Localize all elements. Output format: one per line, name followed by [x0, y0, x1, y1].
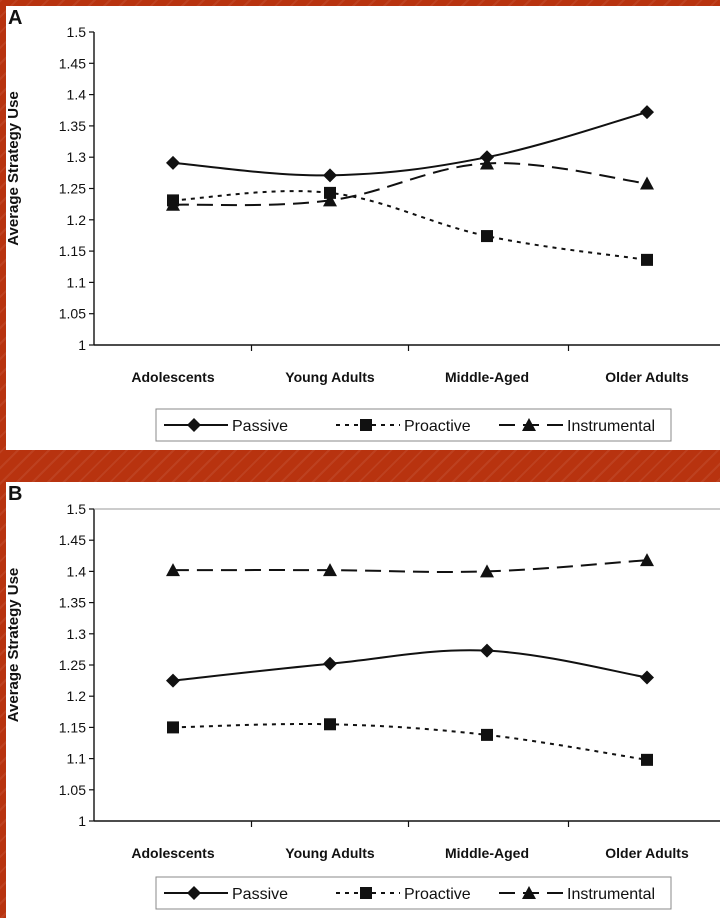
- chart-a-legend-label-passive: Passive: [232, 418, 288, 435]
- chart-b-y-tick-label: 1.35: [59, 595, 86, 611]
- chart-a-y-tick-label: 1.15: [59, 243, 86, 259]
- chart-a-panel-letter: A: [8, 7, 22, 29]
- chart-a-series-line-passive: [172, 111, 648, 177]
- chart-b-point-proactive: [641, 753, 653, 766]
- chart-a-y-tick-label: 1.05: [59, 306, 86, 322]
- chart-b-svg: B Average Strategy Use 1.5 1.45 1.4 1.35 1.3 1.…: [6, 483, 720, 910]
- chart-b-y-tick-label: 1.25: [59, 657, 86, 673]
- chart-b-y-tick-label: 1.45: [59, 532, 86, 548]
- chart-b-panel-letter: B: [8, 483, 22, 505]
- chart-b-x-tick-label: Young Adults: [285, 845, 375, 861]
- chart-a-legend-label-proactive: Proactive: [404, 418, 471, 435]
- chart-b-y-tick-label: 1.1: [67, 751, 87, 767]
- chart-b-legend-label-proactive: Proactive: [404, 886, 471, 903]
- chart-a-legend-label-instrumental: Instrumental: [567, 418, 655, 435]
- chart-b-y-tick-label: 1.05: [59, 782, 86, 798]
- chart-a-y-tick-label: 1.5: [67, 24, 87, 40]
- chart-a-point-passive: [640, 105, 654, 120]
- chart-a-point-instrumental: [323, 193, 337, 207]
- chart-a-x-tick-label: Middle-Aged: [445, 369, 529, 385]
- chart-a-y-tick-label: 1.4: [67, 87, 87, 103]
- chart-b-y-tick-label: 1.2: [67, 688, 87, 704]
- chart-b-legend-box: [155, 876, 672, 910]
- chart-a-point-passive: [323, 168, 337, 183]
- chart-b-series-line-instrumental: [172, 559, 648, 573]
- chart-a-series-line-instrumental: [172, 162, 648, 207]
- chart-a-legend-marker-instrumental: [522, 418, 536, 431]
- chart-b-point-passive: [640, 670, 654, 685]
- chart-b-x-tick-label: Older Adults: [605, 845, 689, 861]
- chart-a-series-line-proactive: [172, 190, 648, 261]
- chart-a-y-tick-label: 1.1: [67, 274, 87, 290]
- chart-a-svg: A Average Strategy Use 1.5 1.45 1.4 1.35 1.3 1.…: [6, 7, 720, 442]
- chart-b-y-tick-label: 1.15: [59, 719, 86, 735]
- chart-b-point-proactive: [167, 721, 179, 734]
- chart-a-y-tick-label: 1.2: [67, 212, 87, 228]
- chart-b-y-axis-label: Average Strategy Use: [6, 568, 22, 723]
- chart-a-y-tick-label: 1.45: [59, 55, 86, 71]
- chart-a-point-passive: [166, 155, 180, 170]
- chart-a-y-tick-label: 1.25: [59, 181, 86, 197]
- chart-b-legend-label-passive: Passive: [232, 886, 288, 903]
- chart-a-legend: Passive Proactive Instrumental: [155, 408, 672, 442]
- chart-a-y-axis-label: Average Strategy Use: [6, 91, 22, 246]
- chart-a-legend-marker-proactive: [360, 419, 372, 431]
- chart-b-y-tick-label: 1: [78, 813, 86, 829]
- chart-panel-b: B Average Strategy Use 1.5 1.45 1.4 1.35 1.3 1.…: [6, 482, 720, 918]
- chart-b-point-passive: [323, 656, 337, 671]
- chart-a-point-instrumental: [166, 197, 180, 211]
- chart-b-point-instrumental: [480, 564, 494, 578]
- chart-b-legend-label-instrumental: Instrumental: [567, 886, 655, 903]
- chart-a-point-proactive: [641, 253, 653, 266]
- chart-b-y-tick-label: 1.3: [67, 626, 87, 642]
- chart-a-legend-box: [155, 408, 672, 442]
- chart-a-point-instrumental: [480, 156, 494, 170]
- chart-b-y-tick-label: 1.5: [67, 501, 87, 517]
- chart-b-series-line-proactive: [172, 722, 648, 761]
- chart-a-point-proactive: [324, 186, 336, 199]
- chart-b-x-tick-label: Middle-Aged: [445, 845, 529, 861]
- chart-b-legend: Passive Proactive Instrumental: [155, 876, 672, 910]
- chart-b-point-passive: [166, 673, 180, 688]
- chart-panel-a: A Average Strategy Use 1.5 1.45 1.4 1.35 1.3 1.…: [6, 6, 720, 450]
- chart-a-x-tick-label: Older Adults: [605, 369, 689, 385]
- chart-a-y-tick-label: 1: [78, 337, 86, 353]
- chart-a-x-tick-label: Young Adults: [285, 369, 375, 385]
- chart-b-legend-marker-instrumental: [522, 886, 536, 899]
- chart-b-legend-marker-passive: [187, 886, 201, 900]
- chart-b-point-instrumental: [640, 553, 654, 567]
- chart-b-point-passive: [480, 643, 494, 658]
- chart-a-x-tick-label: Adolescents: [131, 369, 214, 385]
- chart-a-legend-marker-passive: [187, 418, 201, 432]
- chart-b-point-instrumental: [323, 563, 337, 577]
- chart-a-point-instrumental: [640, 176, 654, 190]
- chart-b-point-proactive: [481, 728, 493, 741]
- chart-b-point-instrumental: [166, 563, 180, 577]
- chart-a-point-proactive: [481, 230, 493, 243]
- chart-a-y-tick-label: 1.3: [67, 149, 87, 165]
- chart-a-y-tick-label: 1.35: [59, 118, 86, 134]
- chart-b-y-tick-label: 1.4: [67, 563, 87, 579]
- chart-b-series-line-passive: [172, 649, 648, 682]
- chart-b-point-proactive: [324, 718, 336, 731]
- chart-b-x-tick-label: Adolescents: [131, 845, 214, 861]
- chart-b-legend-marker-proactive: [360, 887, 372, 899]
